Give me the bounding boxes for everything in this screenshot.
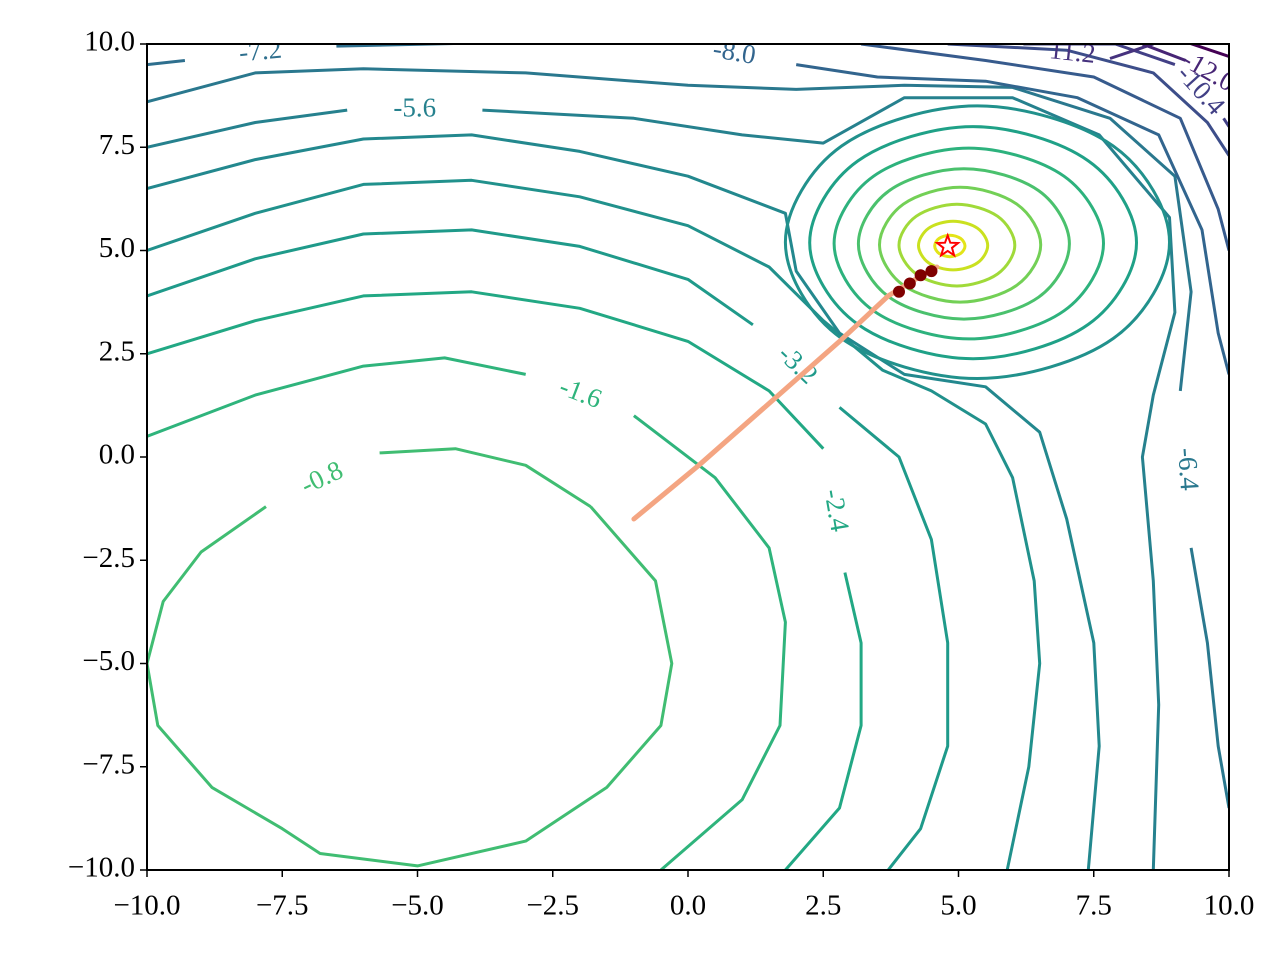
contour-label: 11.2 [1048,34,1097,69]
x-tick-label: 2.5 [805,890,841,922]
trajectory [631,264,940,522]
y-tick-label: 5.0 [99,232,135,264]
contour-line [147,96,1177,870]
contour-label: -7.2 [238,34,283,68]
x-tick-label: 0.0 [670,890,706,922]
contour-ring [897,202,1017,288]
contour-line [147,133,1101,870]
contour-label: -5.6 [393,92,436,122]
y-tick-label: 10.0 [84,26,135,58]
y-tick-label: −5.0 [82,645,135,677]
iterate-point [925,265,938,278]
contour-ring [856,167,1071,321]
y-tick-label: −7.5 [82,748,135,780]
contour-line [947,44,1229,157]
y-tick-label: 0.0 [99,439,135,471]
contour-label: -2.4 [818,487,855,535]
x-tick-label: 7.5 [1076,890,1112,922]
contour-line [147,44,499,67]
x-tick-label: 10.0 [1204,890,1255,922]
x-tick-label: −7.5 [256,890,309,922]
contour-line [147,228,950,870]
contour-label: -6.4 [1172,447,1205,492]
x-tick-label: 5.0 [940,890,976,922]
iterate-point [903,277,916,290]
x-tick-label: −2.5 [526,890,579,922]
optimum-star [934,232,961,258]
x-tick-label: −5.0 [391,890,444,922]
contour-label: -1.6 [555,371,606,414]
iterate-point [914,269,927,282]
x-tick-label: −10.0 [113,890,180,922]
contour-ring [832,146,1106,341]
contour-ring [877,185,1043,304]
contour-line [795,63,1229,375]
y-tick-label: 2.5 [99,335,135,367]
y-tick-label: −2.5 [82,542,135,574]
contour-ring [808,125,1139,361]
iterate-point [892,285,905,298]
y-tick-label: −10.0 [68,852,135,884]
contour-line [147,356,787,870]
contour-line [147,290,863,870]
contour-line [147,67,1229,809]
contour-label: -0.8 [296,454,347,499]
plot-area: -0.8-1.6-2.4-3.2-5.6-6.4-7.2 -8.0-10.411.… [147,33,1229,870]
contour-label: -8.0 [711,33,758,70]
contour-line [147,447,674,868]
contour-ring [933,233,967,259]
y-tick-label: 7.5 [99,129,135,161]
axes: −10.0 −7.5 −5.0 −2.5 0.0 2.5 5.0 7.5 10.0 −10.0 −7… [68,26,1254,922]
contour-ring [783,104,1172,381]
contour-line [860,44,1229,251]
contour-ring [916,219,990,272]
contour-line [1109,44,1154,60]
